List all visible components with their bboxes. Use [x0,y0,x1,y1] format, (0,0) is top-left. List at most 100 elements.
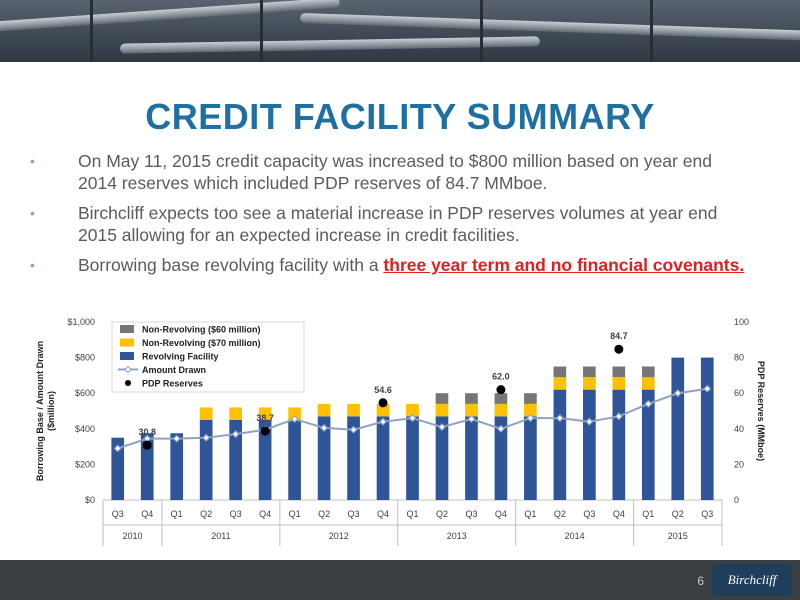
page-title: CREDIT FACILITY SUMMARY [145,96,655,137]
bar-revolving-facility [288,419,301,500]
bar-revolving-facility [435,416,449,500]
amount-drawn-marker [526,414,535,423]
y-tick-label: $0 [85,495,95,505]
bar-non-revolving-70 [406,403,419,417]
amount-drawn-marker [320,423,329,432]
y2-tick-label: 60 [734,388,744,398]
bar-revolving-facility [700,357,714,500]
bullet-dot-icon: • [30,257,35,273]
amount-drawn-marker [585,417,594,426]
legend-label: PDP Reserves [142,379,203,389]
x-tick-label: Q2 [200,509,212,519]
bar-non-revolving-60 [435,393,449,404]
bar-non-revolving-70 [199,407,213,420]
bar-non-revolving-70 [583,377,596,390]
bar-non-revolving-60 [583,366,596,378]
legend-swatch [120,325,134,333]
amount-drawn-marker [555,414,564,423]
y-tick-label: $1,000 [67,317,95,327]
bar-revolving-facility [524,416,537,500]
bar-non-revolving-70 [465,403,478,417]
x-tick-label: Q4 [613,509,625,519]
y-tick-label: $400 [75,424,95,434]
pdp-reserves-point [496,385,506,395]
amount-drawn-marker [644,399,653,408]
x-tick-label: Q4 [495,509,507,519]
birchcliff-logo: Birchcliff [712,564,792,596]
header-photo-band [0,0,800,62]
x-tick-label: Q4 [377,509,389,519]
y-axis-label-line: Borrowing Base / Amount Drawn [35,341,45,481]
pdp-reserves-point [260,426,270,436]
bullet-text: Borrowing base revolving facility with a [78,255,384,275]
x-tick-label: Q3 [701,509,713,519]
bullet-item: • Borrowing base revolving facility with… [30,254,750,276]
page-number: 6 [697,574,704,588]
bar-revolving-facility [347,416,360,500]
footer-bar: 6 Birchcliff [0,560,800,600]
bar-non-revolving-60 [553,366,567,378]
bar-revolving-facility [671,357,685,500]
bar-revolving-facility [317,416,331,500]
bullet-dot-icon: • [30,205,35,221]
bullet-dot-icon: • [30,153,35,169]
y2-tick-label: 20 [734,459,744,469]
pdp-data-label: 30.8 [138,427,156,437]
y-axis-label-line: ($million) [46,391,56,431]
amount-drawn-marker [673,389,682,398]
bar-non-revolving-60 [524,393,537,404]
pdp-reserves-point [142,440,152,450]
amount-drawn-marker [231,430,240,439]
bar-non-revolving-60 [465,393,478,404]
pdp-data-label: 84.7 [610,331,628,341]
x-tick-label: Q1 [289,509,301,519]
bar-revolving-facility [199,419,213,500]
y-tick-label: $600 [75,388,95,398]
y2-tick-label: 100 [734,317,749,327]
pdp-data-label: 54.6 [374,385,392,395]
amount-drawn-marker [172,434,181,443]
y2-tick-label: 0 [734,495,739,505]
legend-label: Non-Revolving ($60 million) [142,325,261,335]
bar-revolving-facility [229,419,242,500]
amount-drawn-marker [467,414,476,424]
year-group-label: 2015 [668,531,688,541]
amount-drawn-marker [113,444,122,453]
bullet-text: On May 11, 2015 credit capacity was incr… [78,151,712,193]
bar-non-revolving-70 [347,403,360,417]
bullet-emphasis: three year term and no financial covenan… [383,255,745,275]
year-group-label: 2014 [565,531,585,541]
amount-drawn-marker [349,425,358,434]
x-tick-label: Q1 [406,509,418,519]
legend-swatch [125,380,131,386]
year-group-label: 2011 [211,531,230,541]
x-tick-label: Q1 [171,509,183,519]
x-tick-label: Q2 [672,509,684,519]
amount-drawn-marker [202,433,211,442]
bar-revolving-facility [406,416,419,500]
y-tick-label: $800 [75,353,95,363]
bar-revolving-facility [612,389,626,500]
y2-tick-label: 40 [734,424,744,434]
pdp-data-label: 62.0 [492,372,510,382]
year-group-label: 2012 [329,531,349,541]
bar-non-revolving-70 [376,403,390,417]
bar-revolving-facility [258,419,272,500]
year-group-label: 2013 [447,531,467,541]
amount-drawn-marker [703,384,712,393]
bullet-item: • Birchcliff expects too see a material … [30,202,750,246]
y2-tick-label: 80 [734,353,744,363]
bullet-list: • On May 11, 2015 credit capacity was in… [30,150,750,284]
bar-non-revolving-70 [524,403,537,417]
amount-drawn-marker [378,417,388,426]
y-tick-label: $200 [75,459,95,469]
amount-drawn-marker [408,414,417,423]
x-tick-label: Q3 [230,509,242,519]
pdp-reserves-point [614,344,624,354]
x-tick-label: Q2 [318,509,330,519]
legend-swatch [124,365,132,374]
legend-label: Amount Drawn [142,365,206,375]
bar-non-revolving-70 [494,403,508,417]
legend-box [111,321,305,393]
bar-non-revolving-70 [612,377,626,390]
